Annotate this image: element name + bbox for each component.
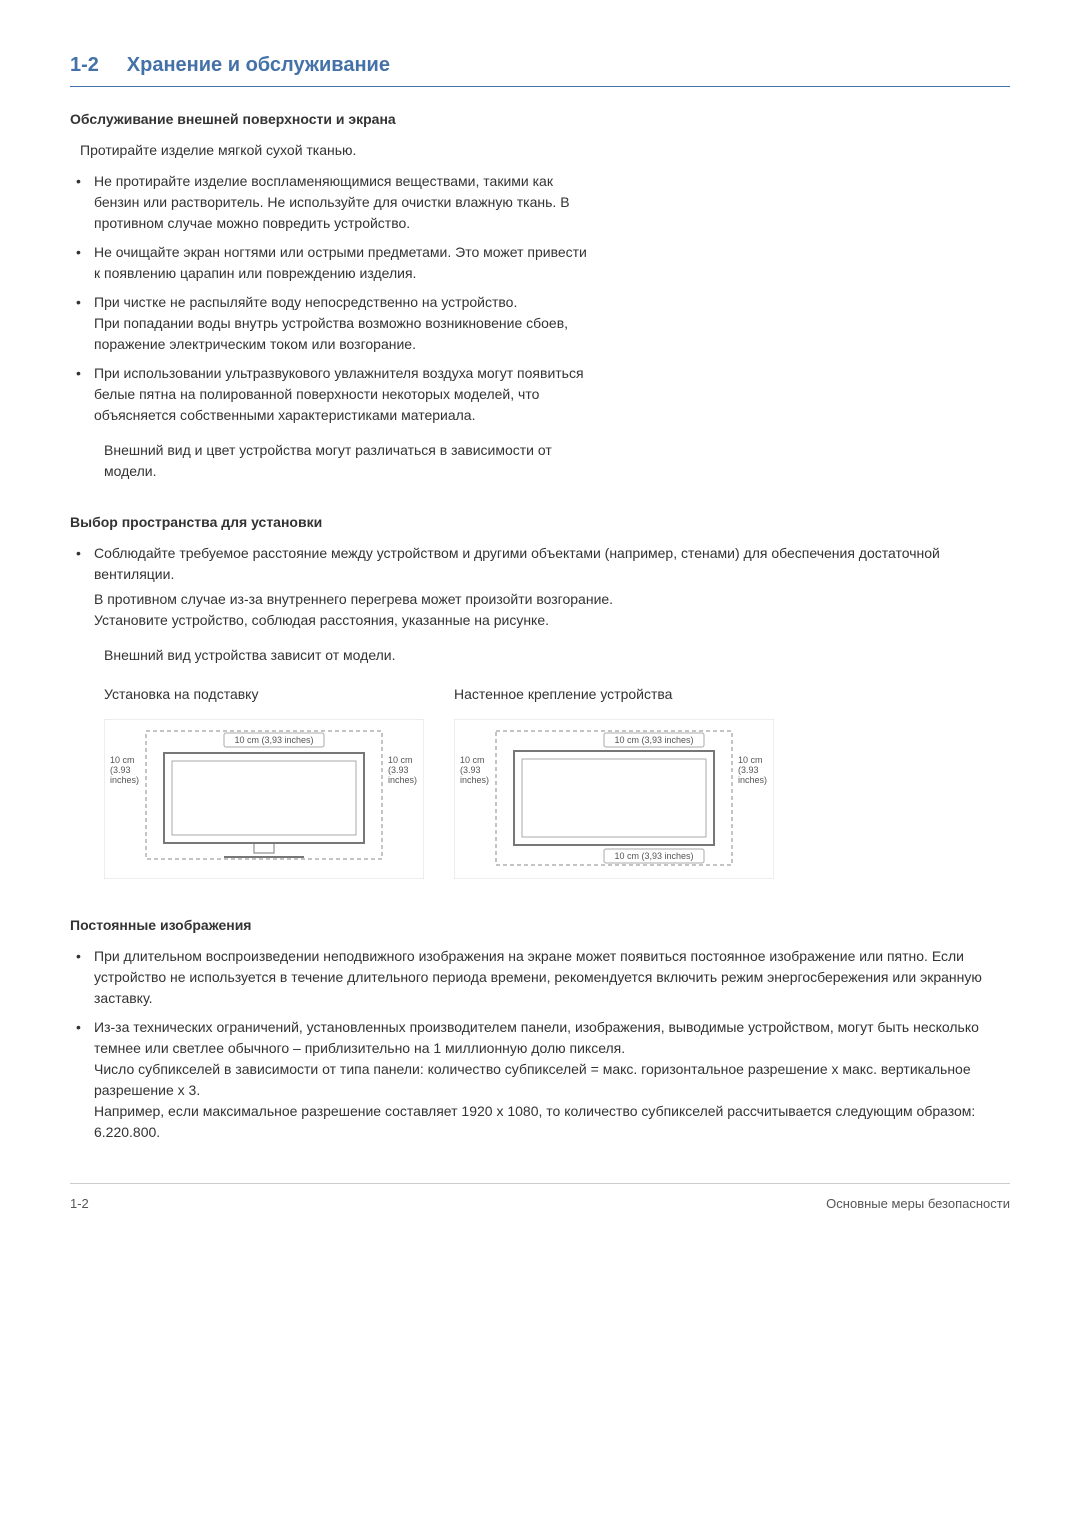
installation-sub1: В противном случае из-за внутреннего пер… (94, 589, 1010, 610)
diagram-wall: Настенное крепление устройства 10 cm (3,… (454, 684, 774, 885)
bullet-text: Соблюдайте требуемое расстояние между ус… (94, 545, 940, 582)
bullet-text: При использовании ультразвукового увлажн… (94, 365, 584, 423)
diagram-stand: Установка на подставку 10 cm (3,93 inche… (104, 684, 424, 885)
list-item: Из-за технических ограничений, установле… (70, 1017, 1010, 1143)
svg-text:(3.93: (3.93 (738, 765, 759, 775)
maintenance-intro: Протирайте изделие мягкой сухой тканью. (80, 140, 1010, 161)
svg-text:10 cm: 10 cm (738, 755, 763, 765)
footer-left: 1-2 (70, 1194, 89, 1214)
diagram-label-top: 10 cm (3,93 inches) (234, 735, 313, 745)
svg-text:inches): inches) (110, 775, 139, 785)
svg-text:(3.93: (3.93 (110, 765, 131, 775)
svg-text:inches): inches) (738, 775, 767, 785)
list-item: Не протирайте изделие воспламеняющимися … (70, 171, 590, 234)
bullet-text: При чистке не распыляйте воду непосредст… (94, 294, 568, 352)
bullet-text: Не очищайте экран ногтями или острыми пр… (94, 244, 587, 281)
subheading-afterimage: Постоянные изображения (70, 915, 1010, 936)
diagram-wall-svg: 10 cm (3,93 inches) 10 cm (3,93 inches) … (454, 719, 774, 879)
bullet-text: Не протирайте изделие воспламеняющимися … (94, 173, 570, 231)
maintenance-note: Внешний вид и цвет устройства могут разл… (104, 440, 584, 482)
section-header: 1-2 Хранение и обслуживание (70, 50, 1010, 87)
svg-text:10 cm: 10 cm (460, 755, 485, 765)
installation-sub2: Установите устройство, соблюдая расстоян… (94, 610, 1010, 631)
svg-text:10 cm (3,93 inches): 10 cm (3,93 inches) (614, 851, 693, 861)
list-item: При длительном воспроизведении неподвижн… (70, 946, 1010, 1009)
svg-text:inches): inches) (388, 775, 417, 785)
maintenance-bullet-list: Не протирайте изделие воспламеняющимися … (70, 171, 1010, 426)
subheading-maintenance: Обслуживание внешней поверхности и экран… (70, 109, 1010, 130)
installation-bullet-list: Соблюдайте требуемое расстояние между ус… (70, 543, 1010, 631)
diagram-stand-caption: Установка на подставку (104, 684, 424, 705)
section-afterimage: Постоянные изображения При длительном во… (70, 915, 1010, 1143)
list-item: Соблюдайте требуемое расстояние между ус… (70, 543, 1010, 631)
footer-right: Основные меры безопасности (826, 1194, 1010, 1214)
section-installation: Выбор пространства для установки Соблюда… (70, 512, 1010, 885)
diagrams-row: Установка на подставку 10 cm (3,93 inche… (104, 684, 1010, 885)
section-number: 1-2 (70, 54, 99, 76)
diagram-stand-svg: 10 cm (3,93 inches) 10 cm (3.93 inches) … (104, 719, 424, 879)
subheading-installation: Выбор пространства для установки (70, 512, 1010, 533)
svg-text:(3.93: (3.93 (460, 765, 481, 775)
page-content: 1-2 Хранение и обслуживание Обслуживание… (0, 0, 1080, 1244)
section-title: Хранение и обслуживание (127, 54, 390, 76)
svg-text:10 cm: 10 cm (110, 755, 135, 765)
afterimage-bullet-list: При длительном воспроизведении неподвижн… (70, 946, 1010, 1143)
section-maintenance: Обслуживание внешней поверхности и экран… (70, 109, 1010, 482)
bullet-text: При длительном воспроизведении неподвижн… (94, 948, 982, 1006)
diagram-wall-caption: Настенное крепление устройства (454, 684, 774, 705)
svg-text:(3.93: (3.93 (388, 765, 409, 775)
list-item: Не очищайте экран ногтями или острыми пр… (70, 242, 590, 284)
svg-text:inches): inches) (460, 775, 489, 785)
list-item: При чистке не распыляйте воду непосредст… (70, 292, 590, 355)
bullet-text: Из-за технических ограничений, установле… (94, 1019, 979, 1140)
installation-note: Внешний вид устройства зависит от модели… (104, 645, 1010, 666)
svg-text:10 cm (3,93 inches): 10 cm (3,93 inches) (614, 735, 693, 745)
list-item: При использовании ультразвукового увлажн… (70, 363, 590, 426)
page-footer: 1-2 Основные меры безопасности (70, 1183, 1010, 1214)
svg-text:10 cm: 10 cm (388, 755, 413, 765)
